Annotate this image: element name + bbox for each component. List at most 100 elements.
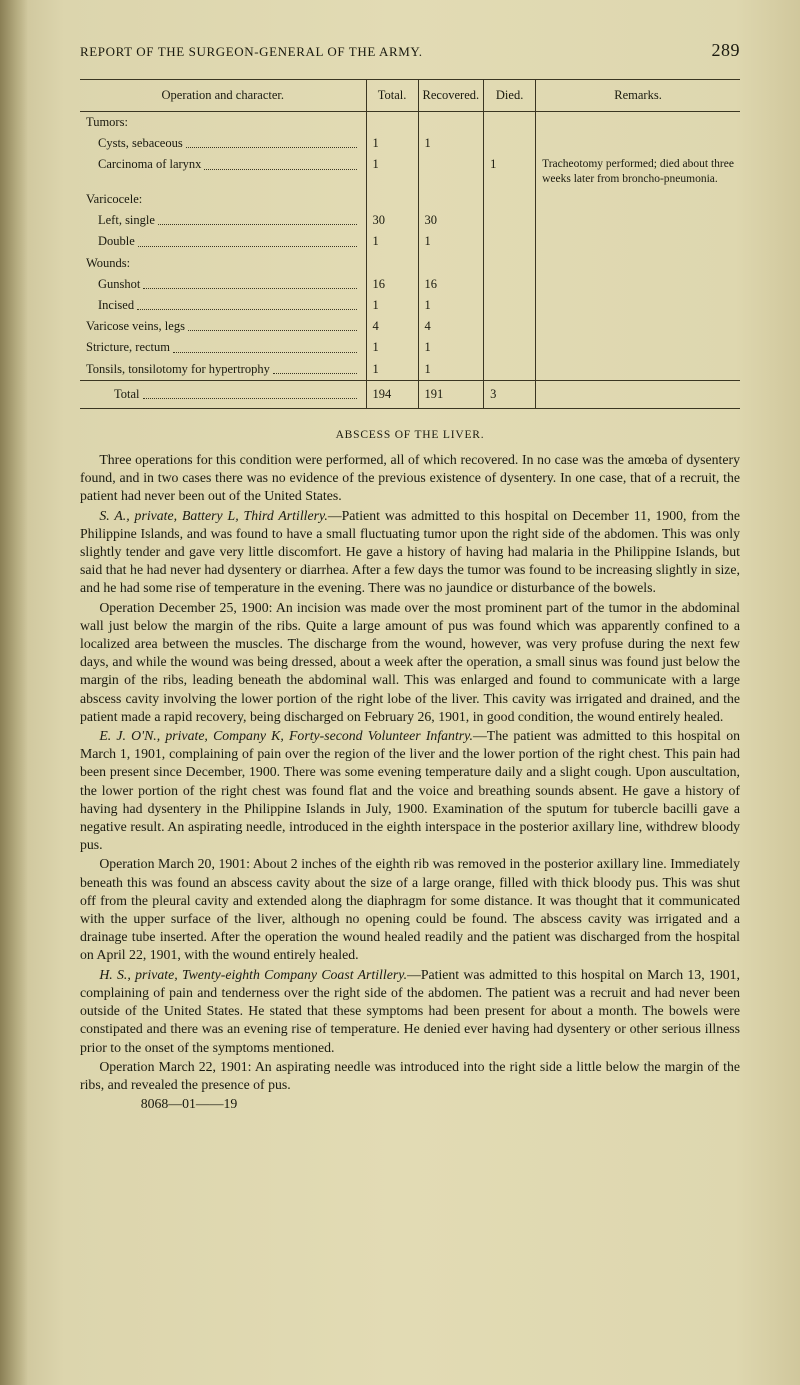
table-row: Tumors: bbox=[80, 112, 740, 134]
cell-recov: 1 bbox=[418, 359, 484, 381]
cell-total: 30 bbox=[366, 210, 418, 231]
table-row: Incised11 bbox=[80, 295, 740, 316]
cell-died bbox=[484, 112, 536, 134]
table-row: Stricture, rectum11 bbox=[80, 337, 740, 358]
cell-recov: 1 bbox=[418, 295, 484, 316]
cell-recov bbox=[418, 253, 484, 274]
cell-operation: Cysts, sebaceous bbox=[80, 133, 366, 154]
running-head: REPORT OF THE SURGEON-GENERAL OF THE ARM… bbox=[80, 44, 423, 60]
cell-died: 1 bbox=[484, 154, 536, 189]
cell-recov: 1 bbox=[418, 337, 484, 358]
paragraph: Operation December 25, 1900: An incision… bbox=[80, 599, 740, 726]
cell-recov: 1 bbox=[418, 133, 484, 154]
cell-remarks bbox=[536, 112, 740, 134]
cell-remarks bbox=[536, 133, 740, 154]
cell-operation: Total bbox=[80, 380, 366, 408]
paragraph: Operation March 22, 1901: An aspirating … bbox=[80, 1058, 740, 1094]
table-row: Gunshot1616 bbox=[80, 274, 740, 295]
col-died: Died. bbox=[484, 80, 536, 112]
scanned-page: REPORT OF THE SURGEON-GENERAL OF THE ARM… bbox=[0, 0, 800, 1385]
cell-total: 1 bbox=[366, 133, 418, 154]
cell-operation: Double bbox=[80, 231, 366, 252]
cell-died bbox=[484, 189, 536, 210]
cell-operation: Varicose veins, legs bbox=[80, 316, 366, 337]
case-heading: S. A., private, Battery L, Third Artille… bbox=[99, 508, 328, 523]
cell-died bbox=[484, 133, 536, 154]
cell-operation: Stricture, rectum bbox=[80, 337, 366, 358]
cell-operation: Incised bbox=[80, 295, 366, 316]
cell-total: 1 bbox=[366, 154, 418, 189]
cell-operation: Varicocele: bbox=[80, 189, 366, 210]
cell-died bbox=[484, 316, 536, 337]
cell-recov: 30 bbox=[418, 210, 484, 231]
page-number: 289 bbox=[712, 40, 741, 61]
cell-remarks bbox=[536, 316, 740, 337]
cell-total: 194 bbox=[366, 380, 418, 408]
cell-died: 3 bbox=[484, 380, 536, 408]
col-recovered: Recovered. bbox=[418, 80, 484, 112]
cell-recov bbox=[418, 189, 484, 210]
cell-total: 16 bbox=[366, 274, 418, 295]
table-row: Left, single3030 bbox=[80, 210, 740, 231]
cell-total: 4 bbox=[366, 316, 418, 337]
table-header-row: Operation and character. Total. Recovere… bbox=[80, 80, 740, 112]
table-row: Varicose veins, legs44 bbox=[80, 316, 740, 337]
cell-operation: Carcinoma of larynx bbox=[80, 154, 366, 189]
paragraph: Operation March 20, 1901: About 2 inches… bbox=[80, 855, 740, 964]
table-totals-row: Total1941913 bbox=[80, 380, 740, 408]
cell-operation: Tumors: bbox=[80, 112, 366, 134]
cell-recov bbox=[418, 112, 484, 134]
case-heading: H. S., private, Twenty-eighth Company Co… bbox=[99, 967, 407, 982]
cell-died bbox=[484, 295, 536, 316]
cell-total: 1 bbox=[366, 337, 418, 358]
col-remarks: Remarks. bbox=[536, 80, 740, 112]
col-total: Total. bbox=[366, 80, 418, 112]
cell-recov: 4 bbox=[418, 316, 484, 337]
signature-line: 8068—01——19 bbox=[80, 1095, 740, 1113]
cell-remarks bbox=[536, 274, 740, 295]
cell-remarks bbox=[536, 380, 740, 408]
cell-remarks: Tracheotomy performed; died about three … bbox=[536, 154, 740, 189]
paragraph: E. J. O'N., private, Company K, Forty-se… bbox=[80, 727, 740, 854]
table-row: Varicocele: bbox=[80, 189, 740, 210]
table-row: Cysts, sebaceous11 bbox=[80, 133, 740, 154]
paragraph: S. A., private, Battery L, Third Artille… bbox=[80, 507, 740, 598]
cell-died bbox=[484, 337, 536, 358]
cell-died bbox=[484, 253, 536, 274]
cell-recov bbox=[418, 154, 484, 189]
cell-remarks bbox=[536, 210, 740, 231]
operations-table: Operation and character. Total. Recovere… bbox=[80, 79, 740, 409]
cell-operation: Wounds: bbox=[80, 253, 366, 274]
table-row: Carcinoma of larynx11Tracheotomy perform… bbox=[80, 154, 740, 189]
cell-died bbox=[484, 274, 536, 295]
table-row: Double11 bbox=[80, 231, 740, 252]
body-text: Three operations for this condition were… bbox=[80, 451, 740, 1113]
col-operation: Operation and character. bbox=[80, 80, 366, 112]
cell-recov: 191 bbox=[418, 380, 484, 408]
cell-remarks bbox=[536, 295, 740, 316]
table-row: Wounds: bbox=[80, 253, 740, 274]
paragraph: H. S., private, Twenty-eighth Company Co… bbox=[80, 966, 740, 1057]
cell-total bbox=[366, 189, 418, 210]
cell-remarks bbox=[536, 359, 740, 381]
cell-died bbox=[484, 231, 536, 252]
cell-operation: Left, single bbox=[80, 210, 366, 231]
section-title: ABSCESS OF THE LIVER. bbox=[80, 429, 740, 441]
cell-remarks bbox=[536, 253, 740, 274]
cell-died bbox=[484, 210, 536, 231]
cell-remarks bbox=[536, 337, 740, 358]
cell-operation: Tonsils, tonsilotomy for hypertrophy bbox=[80, 359, 366, 381]
cell-recov: 16 bbox=[418, 274, 484, 295]
cell-died bbox=[484, 359, 536, 381]
cell-total: 1 bbox=[366, 359, 418, 381]
cell-remarks bbox=[536, 189, 740, 210]
cell-total bbox=[366, 253, 418, 274]
page-header: REPORT OF THE SURGEON-GENERAL OF THE ARM… bbox=[80, 40, 740, 61]
cell-total: 1 bbox=[366, 295, 418, 316]
cell-total bbox=[366, 112, 418, 134]
paragraph: Three operations for this condition were… bbox=[80, 451, 740, 506]
paragraph-text: —The patient was admitted to this hospit… bbox=[80, 728, 740, 852]
cell-recov: 1 bbox=[418, 231, 484, 252]
cell-remarks bbox=[536, 231, 740, 252]
cell-total: 1 bbox=[366, 231, 418, 252]
